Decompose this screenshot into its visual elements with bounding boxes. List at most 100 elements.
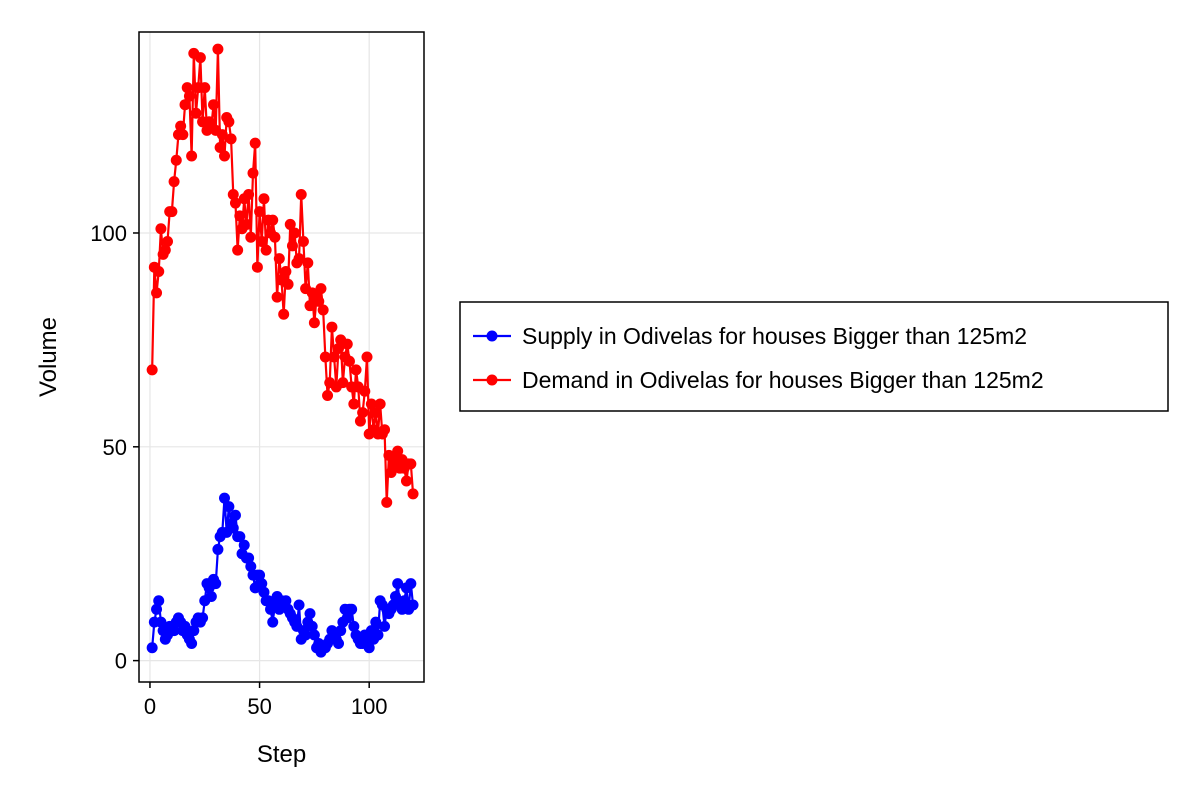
data-point bbox=[280, 265, 292, 277]
data-point bbox=[256, 236, 268, 248]
data-point bbox=[328, 351, 340, 363]
data-point bbox=[179, 99, 191, 111]
data-point bbox=[295, 189, 307, 200]
data-point bbox=[159, 244, 171, 256]
data-point bbox=[243, 189, 255, 200]
data-point bbox=[216, 129, 228, 141]
data-point bbox=[243, 552, 255, 564]
data-point bbox=[341, 612, 353, 624]
data-point bbox=[247, 167, 259, 179]
y-tick-label: 0 bbox=[115, 649, 127, 674]
data-point bbox=[273, 253, 285, 265]
data-point bbox=[170, 154, 182, 166]
data-point bbox=[151, 603, 163, 615]
data-point bbox=[188, 625, 200, 637]
data-point bbox=[155, 223, 167, 235]
data-point bbox=[348, 398, 360, 410]
data-point bbox=[214, 141, 226, 153]
data-point bbox=[151, 287, 163, 299]
data-point bbox=[219, 150, 230, 162]
data-point bbox=[343, 355, 355, 367]
legend-entry: Demand in Odivelas for houses Bigger tha… bbox=[473, 367, 1044, 393]
data-layer bbox=[146, 43, 419, 658]
data-point bbox=[372, 629, 384, 641]
data-point bbox=[238, 539, 250, 551]
data-point bbox=[306, 620, 318, 632]
data-point bbox=[223, 116, 235, 128]
legend-entry: Supply in Odivelas for houses Bigger tha… bbox=[473, 323, 1027, 349]
data-point bbox=[267, 616, 279, 628]
data-point bbox=[354, 415, 366, 427]
data-point bbox=[249, 137, 261, 149]
data-point bbox=[254, 206, 266, 218]
data-point bbox=[335, 625, 347, 637]
data-point bbox=[245, 231, 257, 243]
data-point bbox=[341, 338, 353, 350]
data-point bbox=[153, 595, 165, 607]
data-point bbox=[400, 475, 412, 487]
data-point bbox=[363, 642, 375, 654]
data-point bbox=[308, 317, 320, 329]
data-point bbox=[223, 501, 235, 513]
data-point bbox=[256, 578, 268, 590]
data-point bbox=[155, 616, 167, 628]
data-point bbox=[179, 620, 191, 632]
data-point bbox=[333, 638, 344, 650]
data-point bbox=[271, 291, 283, 303]
data-point bbox=[186, 150, 198, 162]
data-point bbox=[234, 531, 246, 543]
x-axis-label: Step bbox=[257, 741, 306, 768]
series-0 bbox=[146, 492, 419, 658]
data-point bbox=[390, 590, 401, 602]
legend-swatch-marker bbox=[486, 330, 498, 342]
data-point bbox=[240, 218, 252, 230]
y-axis-label: Volume bbox=[35, 317, 62, 397]
data-point bbox=[177, 129, 189, 141]
data-point bbox=[186, 638, 198, 650]
data-point bbox=[405, 578, 417, 590]
data-point bbox=[212, 543, 224, 555]
data-point bbox=[315, 283, 327, 295]
data-point bbox=[379, 424, 391, 436]
data-point bbox=[258, 193, 270, 205]
legend-box bbox=[459, 301, 1169, 412]
data-point bbox=[210, 578, 222, 590]
data-point bbox=[297, 236, 309, 248]
data-point bbox=[293, 253, 305, 265]
data-point bbox=[407, 599, 419, 611]
data-point bbox=[269, 231, 281, 243]
data-point bbox=[166, 206, 178, 218]
data-point bbox=[308, 629, 320, 641]
data-point bbox=[317, 304, 329, 316]
data-point bbox=[337, 377, 349, 389]
data-point bbox=[227, 189, 239, 200]
data-point bbox=[284, 218, 296, 230]
data-point bbox=[326, 321, 338, 333]
ticks: 0 50 100 0 50 100 bbox=[90, 221, 387, 719]
data-point bbox=[398, 595, 410, 607]
data-point bbox=[374, 398, 386, 410]
data-point bbox=[286, 240, 298, 252]
x-tick-label: 100 bbox=[351, 694, 388, 719]
data-point bbox=[205, 590, 217, 602]
data-point bbox=[322, 389, 334, 401]
data-point bbox=[227, 522, 239, 534]
data-point bbox=[194, 52, 206, 64]
data-point bbox=[175, 120, 187, 132]
data-point bbox=[289, 227, 301, 239]
data-point bbox=[245, 561, 257, 573]
data-point bbox=[199, 82, 211, 94]
data-point bbox=[407, 488, 419, 500]
data-point bbox=[392, 445, 404, 457]
legend-swatch-marker bbox=[486, 374, 498, 386]
x-tick-label: 50 bbox=[247, 694, 271, 719]
plot-frame bbox=[138, 31, 425, 683]
y-tick-label: 50 bbox=[103, 435, 127, 460]
data-point bbox=[370, 407, 382, 419]
data-point bbox=[146, 642, 158, 654]
data-point bbox=[392, 578, 404, 590]
data-point bbox=[267, 214, 279, 226]
data-point bbox=[381, 496, 393, 508]
legend-label: Demand in Odivelas for houses Bigger tha… bbox=[522, 367, 1044, 393]
